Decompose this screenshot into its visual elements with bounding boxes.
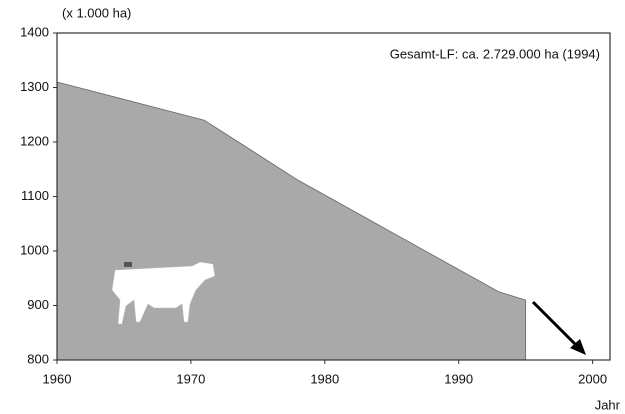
x-tick-label: 1990 [444,371,473,386]
y-tick-label: 1200 [20,133,49,148]
y-tick-label: 1000 [20,242,49,257]
y-tick-label: 800 [27,351,49,366]
cow-icon [111,261,216,325]
x-tick-label: 2000 [578,371,607,386]
area [56,81,527,361]
x-tick-label: 1980 [310,371,339,386]
annotation: Gesamt-LF: ca. 2.729.000 ha (1994) [390,46,600,61]
y-axis-label: (x 1.000 ha) [62,5,131,20]
x-axis-label: Jahr [595,397,621,412]
y-tick-label: 1300 [20,79,49,94]
x-tick-label: 1960 [43,371,72,386]
trend-arrow [531,300,586,355]
y-tick-label: 1400 [20,24,49,39]
x-tick-label: 1970 [176,371,205,386]
y-tick-label: 1100 [21,188,49,203]
y-tick-label: 900 [27,297,49,312]
plot-frame [56,32,611,361]
